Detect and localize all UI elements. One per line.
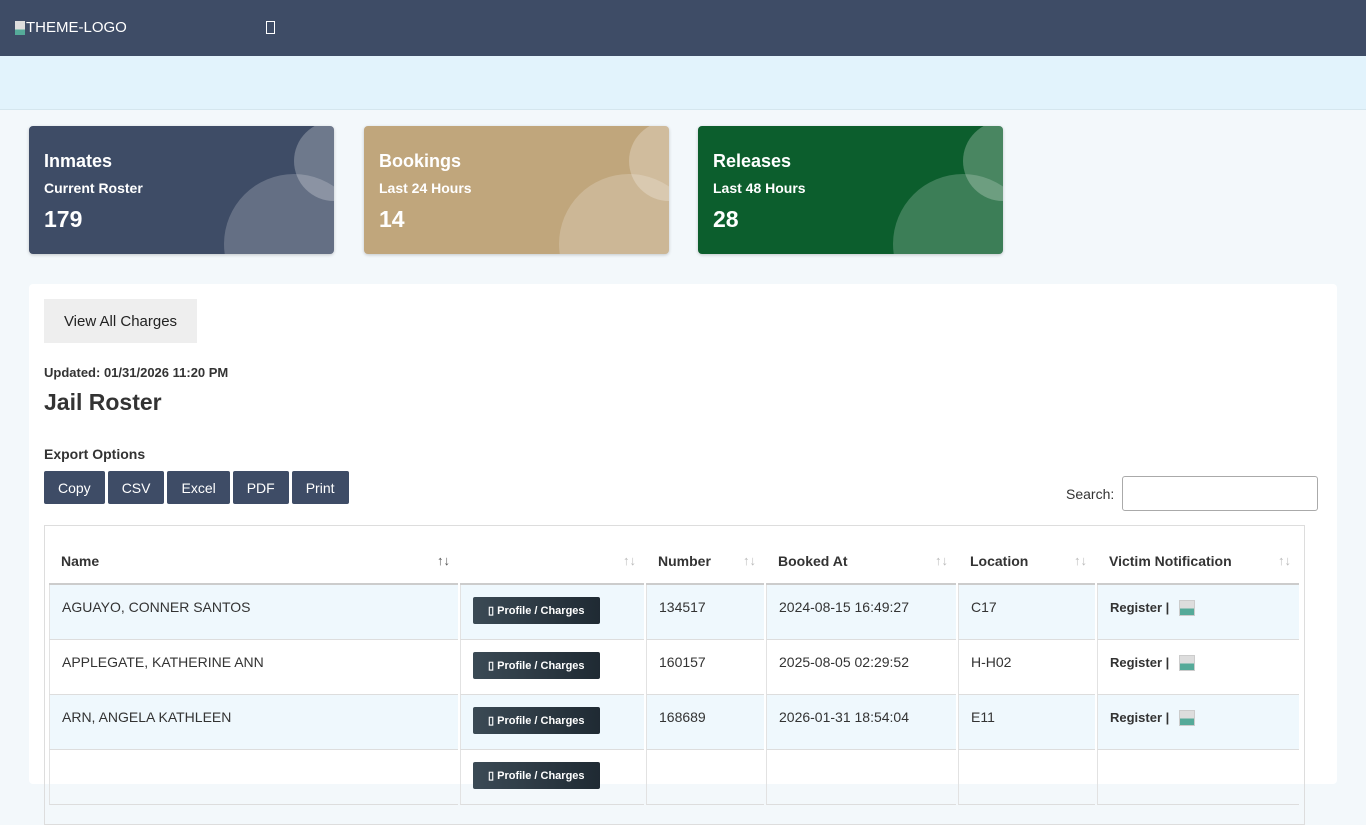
profile-charges-button[interactable]: ▯ Profile / Charges — [473, 707, 600, 734]
header-label: Number — [658, 552, 711, 569]
table-row: ▯ Profile / Charges — [49, 750, 1299, 805]
broken-image-icon — [1179, 600, 1196, 616]
card-title: Releases — [713, 151, 792, 171]
button-label: Profile / Charges — [497, 715, 585, 727]
card-subtitle: Last 24 Hours — [379, 180, 472, 196]
column-header-location[interactable]: Location ↑↓ — [958, 538, 1095, 585]
cell-number: 168689 — [646, 695, 764, 750]
card-value: 28 — [713, 206, 739, 232]
header-label: Name — [61, 552, 100, 569]
sort-icon: ↑↓ — [623, 553, 636, 568]
cell-victim-notification: Register | — [1097, 640, 1299, 695]
cell-profile: ▯ Profile / Charges — [460, 640, 644, 695]
card-releases: Releases Last 48 Hours 28 — [698, 126, 1003, 254]
cell-number — [646, 750, 764, 805]
pdf-button[interactable]: PDF — [232, 471, 289, 504]
updated-timestamp: Updated: 01/31/2026 11:20 PM — [44, 365, 229, 380]
table-row: APPLEGATE, KATHERINE ANN ▯ Profile / Cha… — [49, 640, 1299, 695]
card-title: Inmates — [44, 151, 113, 171]
register-link[interactable]: Register | — [1110, 710, 1170, 725]
column-header-profile[interactable]: ↑↓ — [460, 538, 644, 585]
csv-button[interactable]: CSV — [107, 471, 165, 504]
table-row: ARN, ANGELA KATHLEEN ▯ Profile / Charges… — [49, 695, 1299, 750]
profile-charges-button[interactable]: ▯ Profile / Charges — [473, 652, 600, 679]
button-label: Profile / Charges — [497, 770, 585, 782]
cell-victim-notification: Register | — [1097, 585, 1299, 640]
logo-alt-text: THEME-LOGO — [26, 19, 127, 36]
cell-location — [958, 750, 1095, 805]
card-value: 179 — [44, 206, 83, 232]
cell-booked-at: 2026-01-31 18:54:04 — [766, 695, 956, 750]
profile-charges-button[interactable]: ▯ Profile / Charges — [473, 597, 600, 624]
card-subtitle: Current Roster — [44, 180, 143, 196]
register-link[interactable]: Register | — [1110, 655, 1170, 670]
theme-logo[interactable]: THEME-LOGO — [15, 19, 127, 36]
top-navbar: THEME-LOGO — [0, 0, 1366, 56]
sort-icon: ↑↓ — [935, 553, 948, 568]
broken-image-icon — [15, 20, 25, 35]
cell-location: H-H02 — [958, 640, 1095, 695]
cell-victim-notification — [1097, 750, 1299, 805]
card-bookings: Bookings Last 24 Hours 14 — [364, 126, 669, 254]
header-label: Booked At — [778, 552, 848, 569]
cell-number: 160157 — [646, 640, 764, 695]
menu-icon[interactable] — [266, 21, 275, 34]
cell-booked-at: 2024-08-15 16:49:27 — [766, 585, 956, 640]
cell-victim-notification: Register | — [1097, 695, 1299, 750]
cell-name — [49, 750, 458, 805]
column-header-booked-at[interactable]: Booked At ↑↓ — [766, 538, 956, 585]
card-subtitle: Last 48 Hours — [713, 180, 806, 196]
cell-booked-at — [766, 750, 956, 805]
column-header-name[interactable]: Name ↑↓ — [49, 538, 458, 585]
table-row: AGUAYO, CONNER SANTOS ▯ Profile / Charge… — [49, 585, 1299, 640]
sort-icon: ↑↓ — [1278, 553, 1291, 568]
search-label: Search: — [1066, 485, 1115, 502]
card-value: 14 — [379, 206, 405, 232]
button-label: Profile / Charges — [497, 660, 585, 672]
view-all-charges-button[interactable]: View All Charges — [44, 299, 197, 343]
column-header-number[interactable]: Number ↑↓ — [646, 538, 764, 585]
broken-image-icon — [1179, 710, 1196, 726]
broken-image-icon — [1179, 655, 1196, 671]
export-options-label: Export Options — [44, 446, 146, 462]
cell-number: 134517 — [646, 585, 764, 640]
search-input[interactable] — [1122, 476, 1319, 511]
cell-name: ARN, ANGELA KATHLEEN — [49, 695, 458, 750]
card-title: Bookings — [379, 151, 462, 171]
cell-name: AGUAYO, CONNER SANTOS — [49, 585, 458, 640]
card-inmates: Inmates Current Roster 179 — [29, 126, 334, 254]
copy-button[interactable]: Copy — [44, 471, 105, 504]
print-button[interactable]: Print — [291, 471, 349, 504]
excel-button[interactable]: Excel — [167, 471, 230, 504]
profile-charges-button[interactable]: ▯ Profile / Charges — [473, 762, 600, 789]
roster-table: Name ↑↓ ↑↓ Number ↑↓ Booked At ↑↓ Location ↑… — [47, 538, 1301, 805]
header-label: Location — [970, 552, 1029, 569]
sub-header — [0, 56, 1366, 110]
cell-profile: ▯ Profile / Charges — [460, 695, 644, 750]
cell-name: APPLEGATE, KATHERINE ANN — [49, 640, 458, 695]
roster-panel: View All Charges Updated: 01/31/2026 11:… — [29, 284, 1337, 825]
cell-profile: ▯ Profile / Charges — [460, 585, 644, 640]
cell-profile: ▯ Profile / Charges — [460, 750, 644, 805]
sort-icon: ↑↓ — [1074, 553, 1087, 568]
page-title: Jail Roster — [44, 389, 162, 415]
roster-table-wrapper: Name ↑↓ ↑↓ Number ↑↓ Booked At ↑↓ Location ↑… — [44, 525, 1305, 825]
header-label: Victim Notification — [1109, 552, 1232, 569]
register-link[interactable]: Register | — [1110, 600, 1170, 615]
column-header-victim-notification[interactable]: Victim Notification ↑↓ — [1097, 538, 1299, 585]
button-label: Profile / Charges — [497, 605, 585, 617]
cell-location: C17 — [958, 585, 1095, 640]
cell-booked-at: 2025-08-05 02:29:52 — [766, 640, 956, 695]
sort-icon: ↑↓ — [743, 553, 756, 568]
sort-asc-icon: ↑↓ — [437, 553, 450, 568]
cell-location: E11 — [958, 695, 1095, 750]
